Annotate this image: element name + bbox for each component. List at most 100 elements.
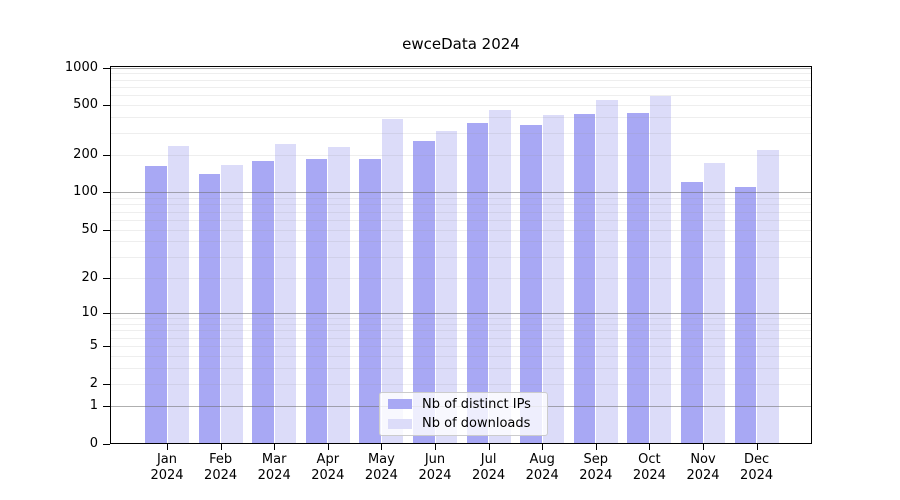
bar-jul-distinct-ips xyxy=(466,122,489,443)
gridline-9 xyxy=(111,318,811,320)
x-tick xyxy=(649,444,651,450)
legend-item-distinct-ips: Nb of distinct IPs xyxy=(388,396,539,413)
gridline-6 xyxy=(111,337,811,339)
x-tick xyxy=(274,444,276,450)
y-tick-label: 100 xyxy=(73,184,98,200)
gridline-300 xyxy=(111,132,811,134)
y-tick-label: 50 xyxy=(81,221,98,237)
x-tick xyxy=(542,444,544,450)
y-tick-label: 200 xyxy=(73,146,98,162)
bar-may-distinct-ips xyxy=(359,158,381,443)
y-tick-label: 20 xyxy=(81,269,98,285)
y-tick xyxy=(103,443,110,445)
x-tick xyxy=(595,444,597,450)
x-tick xyxy=(220,444,222,450)
x-tick xyxy=(756,444,758,450)
legend-swatch-icon xyxy=(388,399,412,410)
bar-nov-downloads xyxy=(703,162,725,443)
gridline-60 xyxy=(111,219,811,221)
gridline-200 xyxy=(111,154,811,156)
x-tick-label-feb: Feb 2024 xyxy=(204,452,238,483)
bar-sep-distinct-ips xyxy=(573,113,596,443)
x-tick xyxy=(167,444,168,450)
y-tick xyxy=(103,229,110,231)
x-tick xyxy=(703,444,704,450)
y-tick xyxy=(103,277,110,279)
gridline-600 xyxy=(111,95,811,97)
bar-dec-downloads xyxy=(757,149,779,443)
y-tick xyxy=(103,105,110,107)
bar-aug-distinct-ips xyxy=(520,125,542,443)
bar-jun-downloads xyxy=(435,130,457,443)
x-tick xyxy=(327,444,329,450)
gridline-10 xyxy=(111,313,811,314)
bar-mar-distinct-ips xyxy=(252,161,274,443)
y-tick xyxy=(103,154,110,156)
plot-frame xyxy=(110,66,812,444)
bar-oct-downloads xyxy=(649,95,672,443)
x-tick-label-dec: Dec 2024 xyxy=(740,452,774,483)
bar-jan-distinct-ips xyxy=(145,165,167,443)
legend-label: Nb of distinct IPs xyxy=(422,396,531,412)
gridline-1000 xyxy=(111,67,811,69)
gridline-500 xyxy=(111,105,811,107)
gridline-900 xyxy=(111,73,811,75)
bar-mar-downloads xyxy=(274,144,297,443)
y-tick xyxy=(103,313,110,314)
gridline-30 xyxy=(111,256,811,258)
gridline-2 xyxy=(111,383,811,385)
x-tick-label-apr: Apr 2024 xyxy=(311,452,345,483)
gridline-90 xyxy=(111,198,811,199)
x-tick-label-jun: Jun 2024 xyxy=(418,452,452,483)
x-tick xyxy=(435,444,436,450)
y-tick-label: 1 xyxy=(89,397,98,413)
legend: Nb of distinct IPs Nb of downloads xyxy=(379,392,548,436)
bar-nov-distinct-ips xyxy=(681,181,703,443)
bar-feb-downloads xyxy=(221,164,243,443)
gridline-80 xyxy=(111,204,811,206)
y-tick-label: 0 xyxy=(89,435,98,451)
gridline-40 xyxy=(111,241,811,243)
bar-jan-downloads xyxy=(167,145,189,443)
y-tick-label: 1000 xyxy=(64,59,98,75)
y-tick-label: 2 xyxy=(89,375,98,391)
chart-title: ewceData 2024 xyxy=(402,35,520,53)
bar-jun-distinct-ips xyxy=(413,140,435,443)
y-tick-label: 500 xyxy=(73,97,98,113)
bar-may-downloads xyxy=(381,118,404,443)
gridline-100 xyxy=(111,192,811,194)
bar-aug-downloads xyxy=(542,114,565,443)
legend-swatch-icon xyxy=(388,418,412,429)
y-tick xyxy=(103,192,110,194)
gridline-400 xyxy=(111,117,811,119)
x-tick-label-jan: Jan 2024 xyxy=(150,452,184,483)
y-tick xyxy=(103,67,110,69)
gridline-50 xyxy=(111,229,811,231)
legend-item-downloads: Nb of downloads xyxy=(388,416,539,433)
x-tick-label-mar: Mar 2024 xyxy=(257,452,291,483)
x-tick-label-nov: Nov 2024 xyxy=(686,452,720,483)
y-tick xyxy=(103,346,110,347)
gridline-3 xyxy=(111,368,811,370)
bar-apr-distinct-ips xyxy=(305,158,328,443)
y-tick xyxy=(103,383,110,385)
gridline-70 xyxy=(111,211,811,213)
x-tick xyxy=(381,444,383,450)
gridline-700 xyxy=(111,86,811,88)
gridline-8 xyxy=(111,323,811,325)
y-tick-label: 5 xyxy=(89,338,98,353)
x-tick-label-aug: Aug 2024 xyxy=(525,452,559,483)
x-tick xyxy=(488,444,490,450)
gridline-5 xyxy=(111,346,811,347)
gridline-7 xyxy=(111,330,811,332)
bar-dec-distinct-ips xyxy=(734,186,757,443)
bar-jul-downloads xyxy=(489,110,511,443)
x-tick-label-jul: Jul 2024 xyxy=(472,452,506,483)
y-tick xyxy=(103,405,110,407)
x-tick-label-oct: Oct 2024 xyxy=(632,452,666,483)
bar-apr-downloads xyxy=(328,146,350,443)
x-tick-label-may: May 2024 xyxy=(364,452,398,483)
bar-oct-distinct-ips xyxy=(627,112,649,443)
bar-sep-downloads xyxy=(596,99,618,443)
